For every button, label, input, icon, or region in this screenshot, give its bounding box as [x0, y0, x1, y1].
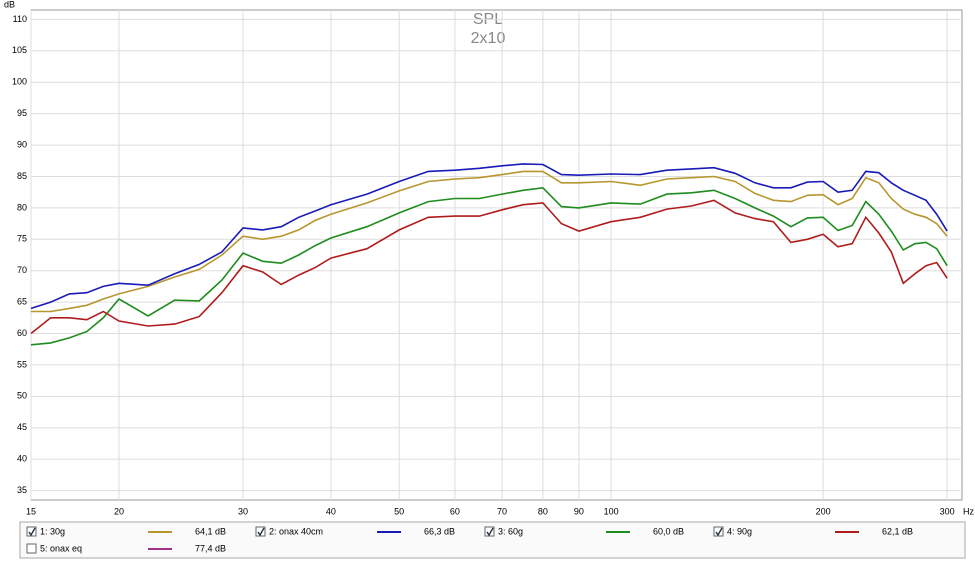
checkmark	[715, 527, 723, 537]
x-tick-label: 80	[538, 506, 548, 516]
legend-checkbox[interactable]	[713, 526, 724, 537]
legend-label: 4: 90g	[727, 526, 752, 536]
x-tick-label: 20	[114, 506, 124, 516]
series-line	[30, 163, 948, 310]
legend-level: 77,4 dB	[195, 543, 226, 553]
checkmark	[257, 527, 265, 537]
x-tick-label: 40	[326, 506, 336, 516]
y-tick-label: 85	[17, 171, 27, 181]
x-tick-label: 200	[816, 506, 831, 516]
y-tick-label: 55	[17, 359, 27, 369]
y-tick-label: 45	[17, 422, 27, 432]
series-line	[30, 199, 948, 335]
legend-checkbox[interactable]	[26, 526, 37, 537]
legend-level: 60,0 dB	[653, 526, 684, 536]
x-tick-label: 15	[26, 506, 36, 516]
y-tick-label: 65	[17, 296, 27, 306]
y-tick-label: 70	[17, 265, 27, 275]
checkmark	[28, 527, 36, 537]
chart-subtitle: 2x10	[471, 30, 506, 47]
legend-checkbox[interactable]	[255, 526, 266, 537]
series-line	[31, 170, 948, 313]
x-unit: Hz	[963, 506, 974, 516]
y-tick-label: 50	[17, 391, 27, 401]
x-tick-label: 60	[450, 506, 460, 516]
y-tick-label: 100	[12, 77, 27, 87]
y-tick-label: 95	[17, 108, 27, 118]
y-tick-label: 35	[17, 485, 27, 495]
y-tick-label: 60	[17, 328, 27, 338]
series-line	[30, 186, 948, 346]
legend-label: 1: 30g	[40, 526, 65, 536]
legend-level: 62,1 dB	[882, 526, 913, 536]
legend-label: 3: 60g	[498, 526, 523, 536]
y-tick-label: 75	[17, 234, 27, 244]
legend-checkbox[interactable]	[26, 543, 37, 554]
x-tick-label: 300	[940, 506, 955, 516]
y-unit: dB	[4, 0, 15, 9]
y-tick-label: 80	[17, 202, 27, 212]
legend-level: 66,3 dB	[424, 526, 455, 536]
y-tick-label: 90	[17, 139, 27, 149]
x-tick-label: 90	[574, 506, 584, 516]
x-tick-label: 50	[394, 506, 404, 516]
y-tick-label: 105	[12, 45, 27, 55]
y-tick-label: 110	[13, 14, 27, 24]
y-tick-label: 40	[17, 454, 27, 464]
legend-checkbox[interactable]	[484, 526, 495, 537]
legend-level: 64,1 dB	[195, 526, 226, 536]
checkmark	[486, 527, 494, 537]
x-tick-label: 100	[604, 506, 619, 516]
legend-label: 2: onax 40cm	[269, 526, 323, 536]
x-tick-label: 70	[497, 506, 507, 516]
x-tick-label: 30	[238, 506, 248, 516]
legend-label: 5: onax eq	[40, 543, 82, 553]
